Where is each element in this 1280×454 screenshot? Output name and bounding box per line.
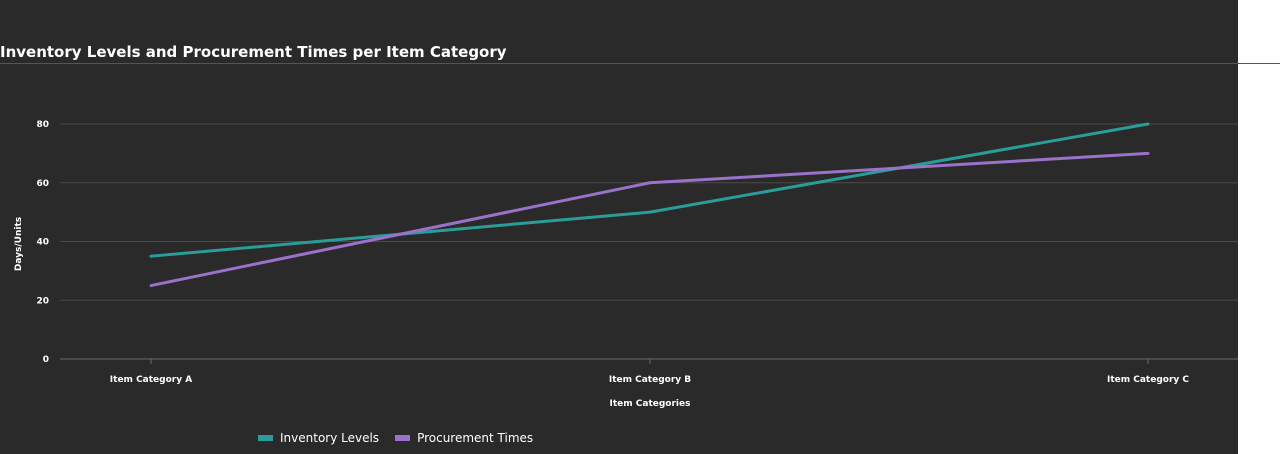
- chart-title: Inventory Levels and Procurement Times p…: [0, 43, 507, 61]
- x-tick-label: Item Category B: [609, 375, 691, 385]
- y-tick-label: 0: [43, 355, 49, 365]
- legend-swatch: [258, 435, 273, 441]
- y-tick-labels: 0 20 40 60 80: [36, 120, 49, 365]
- y-axis-title: Days/Units: [14, 217, 24, 271]
- x-axis: [150, 359, 1149, 364]
- legend: Inventory Levels Procurement Times: [258, 431, 533, 445]
- y-tick-label: 20: [36, 296, 49, 306]
- y-tick-label: 80: [36, 120, 49, 130]
- series-lines: [149, 122, 1150, 288]
- y-tick-label: 40: [36, 238, 49, 248]
- x-tick-label: Item Category C: [1107, 375, 1189, 385]
- title-divider: [0, 63, 1280, 64]
- chart-panel: [0, 0, 1238, 454]
- y-tick-label: 60: [36, 179, 49, 189]
- legend-item-procurement-times[interactable]: Procurement Times: [395, 431, 533, 445]
- x-axis-title: Item Categories: [610, 399, 691, 409]
- series-line-procurement-times[interactable]: [149, 151, 1150, 288]
- line-chart: 0 20 40 60 80 Item Category A Item Category B…: [14, 120, 1238, 409]
- legend-swatch: [395, 435, 411, 441]
- legend-item-inventory-levels[interactable]: Inventory Levels: [258, 431, 379, 445]
- series-line-inventory-levels[interactable]: [149, 122, 1150, 258]
- legend-label: Inventory Levels: [280, 431, 380, 445]
- x-tick-label: Item Category A: [110, 375, 192, 385]
- legend-label: Procurement Times: [417, 431, 534, 445]
- x-tick-labels: Item Category A Item Category B Item Categ…: [110, 375, 1190, 385]
